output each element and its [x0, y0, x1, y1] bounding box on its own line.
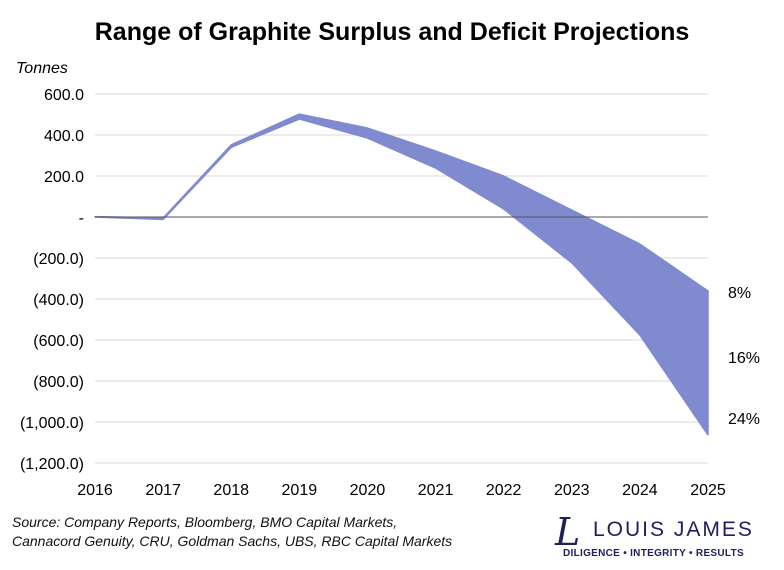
x-tick-label: 2019 — [282, 482, 318, 499]
x-tick-label: 2020 — [350, 482, 386, 499]
percent-annotation: 24% — [728, 411, 760, 428]
x-tick-label: 2022 — [486, 482, 522, 499]
y-tick-label: 600.0 — [44, 87, 84, 104]
projection-range-area — [94, 113, 709, 436]
x-tick-label: 2018 — [213, 482, 249, 499]
percent-annotation: 8% — [728, 285, 751, 302]
x-tick-label: 2021 — [418, 482, 454, 499]
y-tick-label: (400.0) — [33, 292, 84, 309]
y-tick-label: 200.0 — [44, 169, 84, 186]
source-line-2: Cannacord Genuity, CRU, Goldman Sachs, U… — [12, 533, 453, 549]
x-tick-label: 2024 — [622, 482, 658, 499]
y-tick-label: (1,200.0) — [20, 456, 84, 473]
y-tick-label: (800.0) — [33, 374, 84, 391]
x-tick-label: 2016 — [77, 482, 113, 499]
x-tick-label: 2017 — [145, 482, 181, 499]
source-line-1: Source: Company Reports, Bloomberg, BMO … — [12, 514, 398, 530]
y-tick-label: 400.0 — [44, 128, 84, 145]
x-tick-label: 2025 — [690, 482, 726, 499]
y-tick-label: (1,000.0) — [20, 415, 84, 432]
y-tick-label: (600.0) — [33, 333, 84, 350]
percent-annotation: 16% — [728, 350, 760, 367]
y-tick-label: (200.0) — [33, 251, 84, 268]
logo-name: LOUIS JAMES — [593, 518, 754, 541]
louis-james-logo: L LOUIS JAMES DILIGENCE • INTEGRITY • RE… — [555, 510, 780, 568]
chart-title: Range of Graphite Surplus and Deficit Pr… — [94, 18, 690, 46]
y-tick-label: - — [79, 210, 84, 227]
y-axis-label: Tonnes — [16, 60, 68, 77]
logo-tagline: DILIGENCE • INTEGRITY • RESULTS — [563, 548, 744, 559]
x-tick-label: 2023 — [554, 482, 590, 499]
logo-mark: L — [555, 510, 581, 554]
